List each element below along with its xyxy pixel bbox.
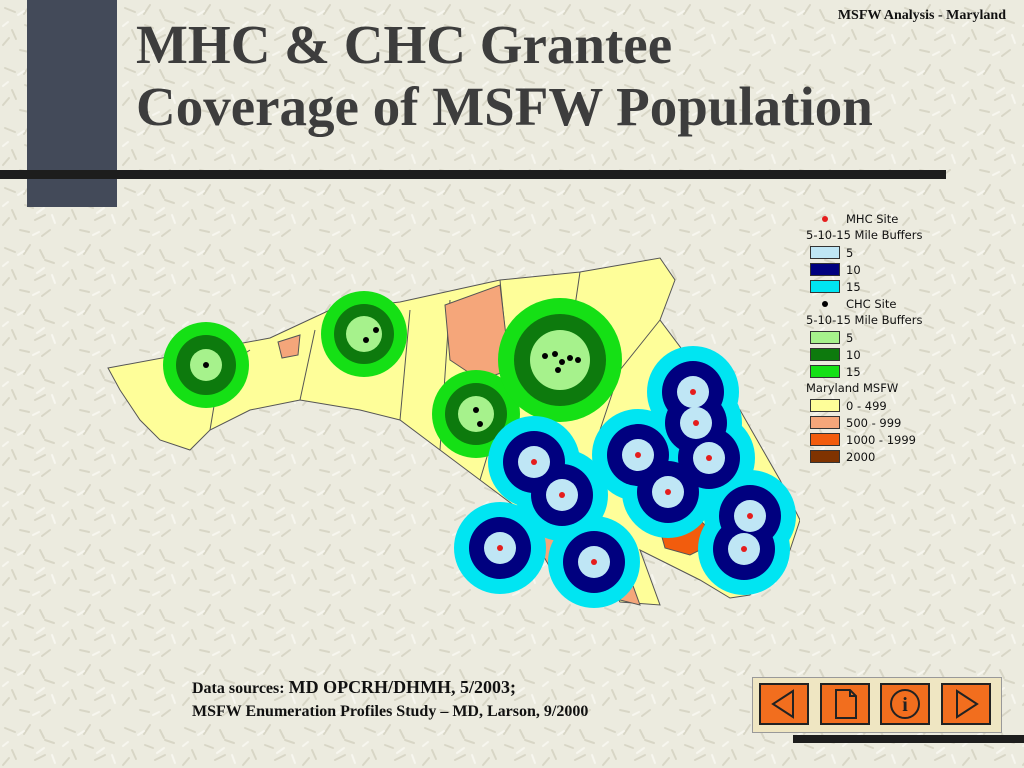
document-button[interactable]	[820, 683, 870, 725]
title-line-2: Coverage of MSFW Population	[136, 76, 873, 137]
footer-bar	[793, 735, 1024, 743]
chc-site-icon	[822, 300, 828, 307]
legend-label: 0 - 499	[846, 398, 887, 413]
maryland-map	[107, 257, 800, 608]
document-icon	[835, 689, 857, 719]
legend-swatch	[810, 280, 840, 293]
svg-text:i: i	[902, 694, 908, 716]
info-button[interactable]: i	[880, 683, 930, 725]
legend-label: 10	[846, 262, 861, 277]
title-line-1: MHC & CHC Grantee	[136, 14, 673, 75]
legend-swatch	[810, 450, 840, 463]
navigation-bar: i	[752, 677, 1002, 733]
legend-swatch	[810, 348, 840, 361]
legend-swatch	[810, 416, 840, 429]
legend-label: 10	[846, 347, 861, 362]
mhc-site-icon	[822, 215, 828, 222]
sources-prefix: Data sources:	[192, 680, 289, 697]
legend-swatch	[810, 399, 840, 412]
legend-mhc-buffer: 15	[804, 278, 954, 295]
data-sources: Data sources: MD OPCRH/DHMH, 5/2003; MSF…	[192, 676, 588, 723]
info-icon: i	[890, 689, 920, 719]
legend-msfw-class: 1000 - 1999	[804, 431, 954, 448]
legend-mhc-buffer: 10	[804, 261, 954, 278]
legend-chc-buffers-title: 5-10-15 Mile Buffers	[806, 313, 923, 327]
next-button[interactable]	[941, 683, 991, 725]
previous-arrow-icon	[771, 689, 794, 719]
title-divider	[0, 170, 946, 179]
next-arrow-icon	[956, 689, 979, 719]
mhc-sites	[497, 389, 753, 565]
legend-label: 5	[846, 330, 854, 345]
legend-chc-site: CHC Site	[804, 295, 954, 312]
legend-msfw-class: 0 - 499	[804, 397, 954, 414]
legend-label: MHC Site	[846, 211, 899, 226]
legend-label: CHC Site	[846, 296, 897, 311]
legend-chc-buffer: 5	[804, 329, 954, 346]
legend-label: 15	[846, 279, 861, 294]
legend-msfw-class: 500 - 999	[804, 414, 954, 431]
legend-swatch	[810, 331, 840, 344]
legend-label: 5	[846, 245, 854, 260]
legend-swatch	[810, 433, 840, 446]
sources-line-1: MD OPCRH/DHMH, 5/2003;	[288, 677, 517, 697]
legend-label: 2000	[846, 449, 876, 464]
legend-msfw-class: 2000	[804, 448, 954, 465]
legend-label: 500 - 999	[846, 415, 902, 430]
legend-mhc-buffer: 5	[804, 244, 954, 261]
legend-label: 15	[846, 364, 861, 379]
legend-swatch	[810, 263, 840, 276]
sources-line-2: MSFW Enumeration Profiles Study – MD, La…	[192, 703, 589, 720]
previous-button[interactable]	[759, 683, 809, 725]
legend-mhc-site: MHC Site	[804, 210, 954, 227]
legend-chc-buffer: 15	[804, 363, 954, 380]
legend-label: 1000 - 1999	[846, 432, 916, 447]
legend-swatch	[810, 246, 840, 259]
legend-mhc-buffers-title: 5-10-15 Mile Buffers	[806, 228, 923, 242]
chc-sites	[203, 327, 581, 427]
page-title: MHC & CHC Grantee Coverage of MSFW Popul…	[136, 14, 873, 138]
map-legend: MHC Site 5-10-15 Mile Buffers 5 10 15 CHC …	[804, 210, 954, 465]
legend-chc-buffer: 10	[804, 346, 954, 363]
corner-label: MSFW Analysis - Maryland	[837, 8, 1006, 23]
legend-msfw-title: Maryland MSFW	[806, 381, 899, 395]
legend-swatch	[810, 365, 840, 378]
county-500-999	[277, 334, 301, 359]
